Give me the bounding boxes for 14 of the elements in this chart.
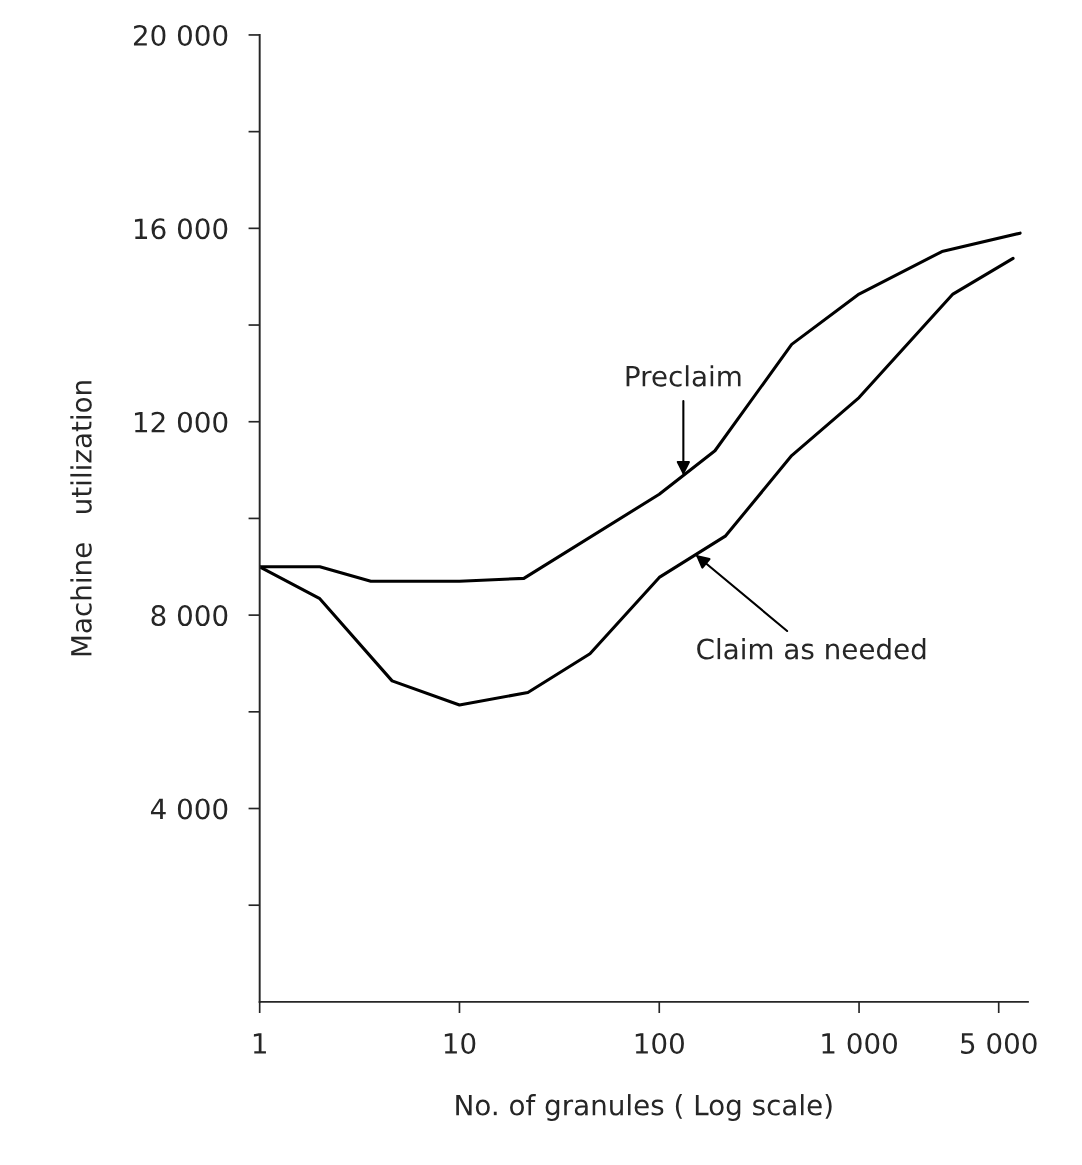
y-tick-label: 8 000 — [151, 605, 228, 627]
annotation: Claim as needed — [697, 638, 926, 660]
x-axis-title: No. of granules ( Log scale) — [456, 1094, 832, 1121]
x-tick-label: 10 — [444, 1032, 476, 1054]
x-tick-label: 1 000 — [822, 1032, 897, 1054]
y-tick-label: 4 000 — [150, 798, 228, 820]
x-tick-label: 1 — [253, 1033, 266, 1054]
y-axis-title: Machine utilization — [70, 381, 92, 656]
annotation: Preclaim — [626, 365, 741, 387]
y-tick-label: 12 000 — [134, 411, 228, 433]
y-tick-label: 16 000 — [134, 218, 228, 240]
x-tick-label: 100 — [635, 1032, 684, 1054]
y-tick-label: 20 000 — [133, 24, 228, 46]
x-tick-label: 5 000 — [961, 1032, 1037, 1054]
